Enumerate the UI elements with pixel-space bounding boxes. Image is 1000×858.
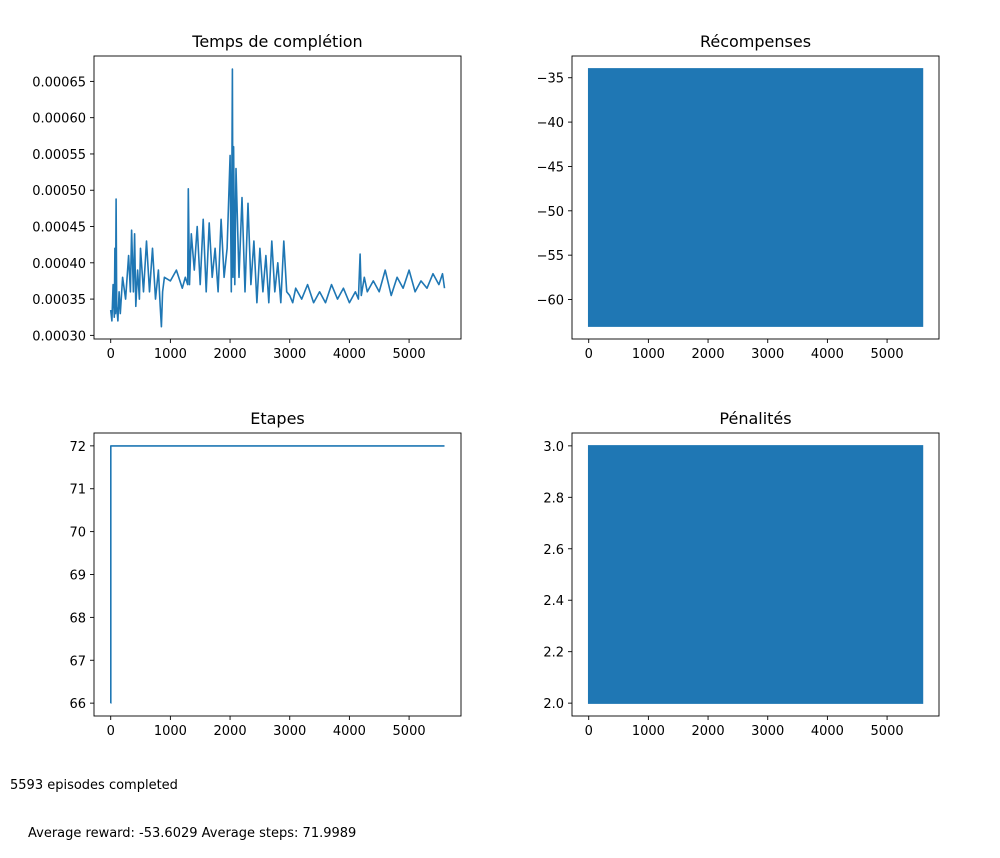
- x-tick-label: 0: [585, 347, 593, 362]
- y-tick-label: 0.00050: [32, 184, 86, 199]
- y-tick-label: −55: [537, 249, 564, 264]
- chart-title: Pénalités: [719, 409, 791, 428]
- chart-title: Temps de complétion: [191, 32, 362, 51]
- chart-rewards: Récompenses 0 1000 2000 3000 4000 5000 −60 −55 −5…: [537, 32, 940, 362]
- y-tick-label: 2.4: [543, 594, 564, 609]
- chart-completion-time: Temps de complétion 0 1000 2000 3000 4000 5000…: [32, 32, 462, 362]
- x-tick-label: 0: [107, 724, 115, 739]
- x-tick-label: 5000: [393, 724, 426, 739]
- series-band: [587, 445, 924, 704]
- x-tick-label: 2000: [214, 724, 247, 739]
- y-tick-label: 68: [69, 611, 86, 626]
- y-tick-label: 0.00055: [32, 148, 86, 163]
- y-tick-label: 71: [69, 483, 86, 498]
- x-tick-label: 0: [107, 347, 115, 362]
- x-tick-label: 2000: [692, 724, 725, 739]
- x-tick-label: 5000: [393, 347, 426, 362]
- chart-title: Etapes: [250, 409, 305, 428]
- axes-frame: [93, 432, 462, 717]
- chart-penalties: Pénalités 0 1000 2000 3000 4000 5000 2.0 2.2 2.4 2…: [543, 409, 940, 739]
- axes-frame: [93, 55, 462, 340]
- y-tick-label: 0.00060: [32, 112, 86, 127]
- y-tick-label: 0.00040: [32, 257, 86, 272]
- x-tick-label: 5000: [871, 347, 904, 362]
- y-tick-label: 67: [69, 654, 86, 669]
- training-summary: 5593 episodes completed Average reward: …: [10, 746, 356, 858]
- chart-steps: Etapes 0 1000 2000 3000 4000 5000 66 67 68 69 70 71 7…: [69, 409, 462, 739]
- y-tick-label: −35: [537, 72, 564, 87]
- axes-frame: [571, 432, 940, 717]
- y-tick-label: −60: [537, 294, 564, 309]
- x-tick-label: 4000: [333, 724, 366, 739]
- x-tick-label: 4000: [811, 724, 844, 739]
- x-tick-label: 3000: [273, 347, 306, 362]
- y-tick-label: −40: [537, 116, 564, 131]
- y-tick-label: 0.00035: [32, 293, 86, 308]
- series-band: [587, 68, 924, 327]
- y-tick-label: −50: [537, 205, 564, 220]
- y-tick-label: 0.00065: [32, 75, 86, 90]
- x-tick-label: 1000: [632, 347, 665, 362]
- episodes-completed-text: 5593 episodes completed: [10, 778, 178, 793]
- averages-text: Average reward: -53.6029 Average steps: …: [28, 826, 357, 841]
- y-tick-label: 0.00045: [32, 221, 86, 236]
- x-tick-label: 0: [585, 724, 593, 739]
- y-tick-label: 69: [69, 569, 86, 584]
- y-tick-label: 3.0: [543, 440, 564, 455]
- series-line: [110, 445, 445, 704]
- figure: Temps de complétion 0 1000 2000 3000 4000 5000…: [32, 32, 940, 739]
- y-tick-label: 2.8: [543, 491, 564, 506]
- x-tick-label: 4000: [811, 347, 844, 362]
- x-tick-label: 1000: [632, 724, 665, 739]
- x-tick-label: 1000: [154, 347, 187, 362]
- y-tick-label: 2.6: [543, 543, 564, 558]
- y-tick-label: 0.00030: [32, 329, 86, 344]
- y-tick-label: 2.2: [543, 646, 564, 661]
- y-tick-label: 66: [69, 697, 86, 712]
- y-tick-label: 70: [69, 526, 86, 541]
- y-tick-label: 2.0: [543, 697, 564, 712]
- axes-frame: [571, 55, 940, 340]
- x-tick-label: 2000: [692, 347, 725, 362]
- chart-title: Récompenses: [700, 32, 811, 51]
- x-tick-label: 3000: [273, 724, 306, 739]
- x-tick-label: 4000: [333, 347, 366, 362]
- series-line: [109, 68, 446, 328]
- y-tick-label: −45: [537, 160, 564, 175]
- x-tick-label: 3000: [751, 347, 784, 362]
- x-tick-label: 2000: [214, 347, 247, 362]
- y-tick-label: 72: [69, 440, 86, 455]
- x-tick-label: 3000: [751, 724, 784, 739]
- x-tick-label: 1000: [154, 724, 187, 739]
- x-tick-label: 5000: [871, 724, 904, 739]
